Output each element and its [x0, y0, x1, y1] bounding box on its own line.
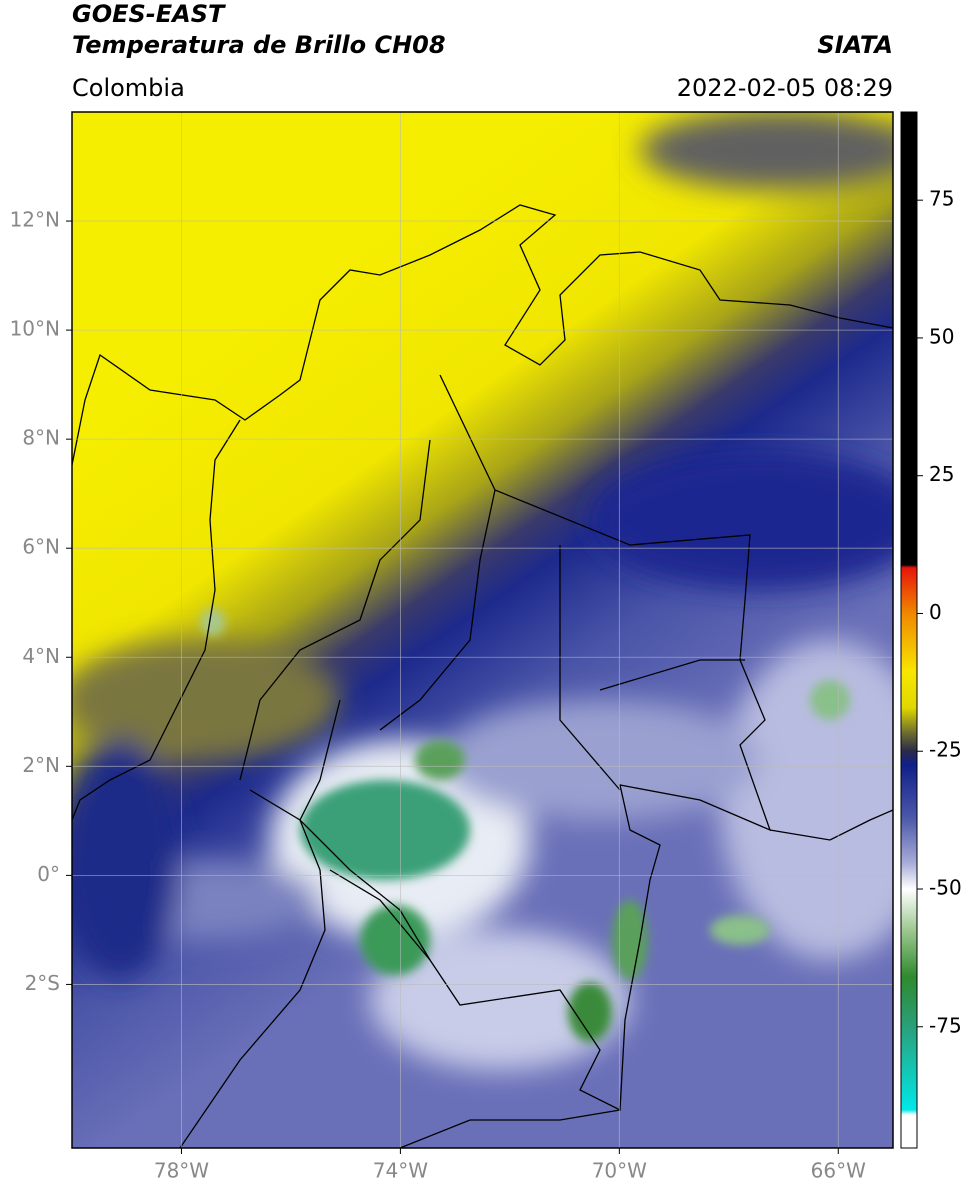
- colorbar: [900, 111, 918, 1149]
- lat-tick-label: 4°N: [22, 644, 60, 668]
- colorbar-tick-label: 25: [929, 462, 954, 486]
- map-frame: [71, 111, 894, 1149]
- subtitle: Temperatura de Brillo CH08: [72, 31, 446, 59]
- colorbar-tick-label: -75: [929, 1013, 962, 1037]
- lon-tick-label: 66°W: [811, 1159, 866, 1183]
- lat-tick-label: 8°N: [22, 426, 60, 450]
- title: GOES-EAST: [72, 0, 226, 28]
- grid: [72, 112, 893, 1148]
- lat-tick-label: 10°N: [10, 317, 60, 341]
- lat-tick-label: 6°N: [22, 535, 60, 559]
- map-image: [72, 112, 893, 1148]
- lon-tick-label: 74°W: [373, 1159, 428, 1183]
- datetime: 2022-02-05 08:29: [677, 74, 893, 102]
- source: SIATA: [817, 31, 893, 59]
- colorbar-tick-label: 50: [929, 324, 954, 348]
- colorbar-tick-label: 75: [929, 187, 954, 211]
- lon-tick-label: 78°W: [154, 1159, 209, 1183]
- colorbar-tick-label: 0: [929, 600, 942, 624]
- region: Colombia: [72, 74, 185, 102]
- colorbar-tick-label: -25: [929, 738, 962, 762]
- lat-tick-label: 12°N: [10, 208, 60, 232]
- lat-tick-label: 0°: [37, 862, 60, 886]
- lat-tick-label: 2°N: [22, 753, 60, 777]
- lon-tick-label: 70°W: [592, 1159, 647, 1183]
- lat-tick-label: 2°S: [25, 971, 60, 995]
- colorbar-tick-label: -50: [929, 876, 962, 900]
